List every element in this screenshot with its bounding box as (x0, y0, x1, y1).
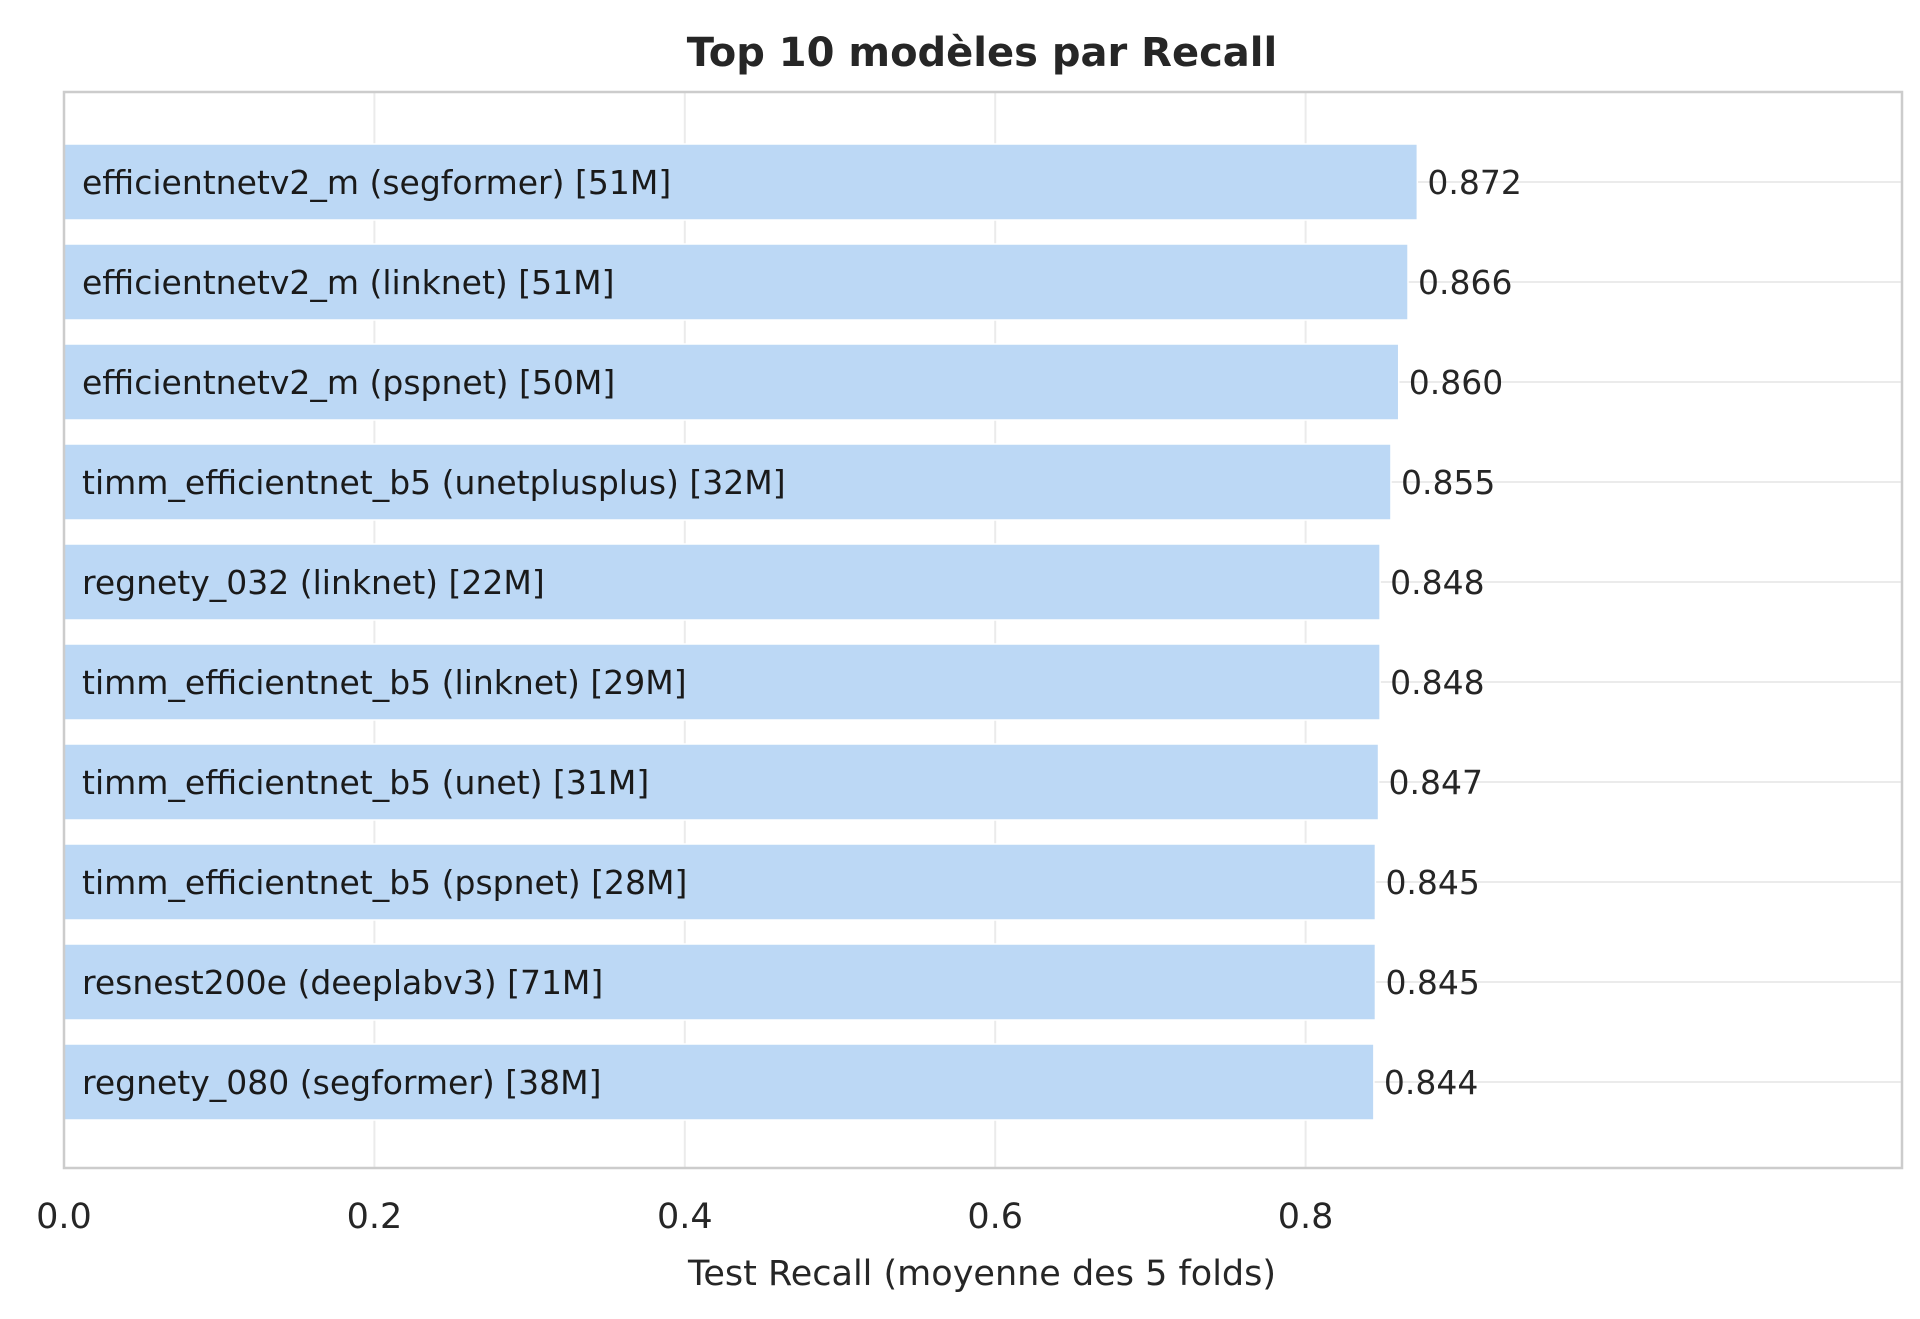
bar (63, 343, 1400, 421)
bar-category-label: efficientnetv2_m (linknet) [51M] (82, 263, 614, 302)
x-axis-label: Test Recall (moyenne des 5 folds) (687, 1254, 1276, 1294)
bar-value-label: 0.860 (1409, 363, 1503, 402)
bar (63, 143, 1419, 221)
chart-title: Top 10 modèles par Recall (687, 30, 1277, 76)
bar-value-label: 0.844 (1384, 1063, 1478, 1102)
bar-category-label: resnest200e (deeplabv3) [71M] (82, 963, 603, 1002)
bar (63, 443, 1392, 521)
bar-category-label: timm_efficientnet_b5 (linknet) [29M] (82, 663, 687, 702)
bar-value-label: 0.845 (1385, 863, 1479, 902)
bar-value-label: 0.847 (1389, 763, 1483, 802)
bar (63, 943, 1377, 1021)
x-tick-label: 0.8 (1278, 1197, 1334, 1237)
bar-category-label: regnety_080 (segformer) [38M] (82, 1063, 601, 1102)
bar (63, 1043, 1375, 1121)
bar (63, 643, 1381, 721)
bar (63, 243, 1409, 321)
bar (63, 543, 1381, 621)
bars: efficientnetv2_m (segformer) [51M] 0.872 e… (63, 143, 1522, 1121)
bar-value-label: 0.866 (1418, 263, 1512, 302)
plot-frame (62, 90, 1904, 1170)
x-tick-label: 0.4 (657, 1197, 713, 1237)
x-tick-label: 0.6 (967, 1197, 1023, 1237)
bar-category-label: regnety_032 (linknet) [22M] (82, 563, 545, 602)
bar-value-label: 0.848 (1390, 663, 1484, 702)
x-tick-label: 0.2 (347, 1197, 403, 1237)
bar (63, 843, 1377, 921)
x-tick-label: 0.0 (36, 1197, 92, 1237)
bar-category-label: efficientnetv2_m (segformer) [51M] (82, 163, 671, 202)
bar-value-label: 0.872 (1427, 163, 1521, 202)
bar-category-label: efficientnetv2_m (pspnet) [50M] (82, 363, 615, 402)
bar-category-label: timm_efficientnet_b5 (unet) [31M] (82, 763, 649, 802)
bar-value-label: 0.845 (1385, 963, 1479, 1002)
x-tick-labels: 0.0 0.2 0.4 0.6 0.8 (36, 1197, 1333, 1237)
bar (63, 743, 1380, 821)
bar-value-label: 0.848 (1390, 563, 1484, 602)
bar-value-label: 0.855 (1401, 463, 1495, 502)
bar-category-label: timm_efficientnet_b5 (unetplusplus) [32M… (82, 463, 786, 502)
bar-category-label: timm_efficientnet_b5 (pspnet) [28M] (82, 863, 687, 902)
